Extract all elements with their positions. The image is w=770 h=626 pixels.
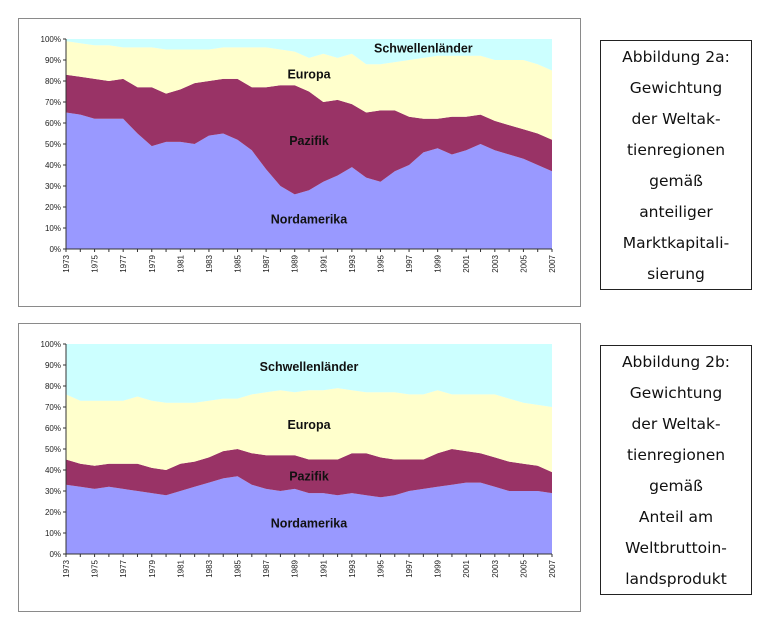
x-tick-label: 1981: [176, 559, 185, 577]
caption-b-line: Gewichtung: [629, 383, 723, 402]
x-tick-label: 1989: [291, 559, 300, 577]
caption-b-line: gemäß: [649, 476, 703, 495]
x-tick-label: 1983: [205, 559, 214, 577]
x-tick-label: 1999: [434, 559, 443, 577]
x-tick-label: 1997: [405, 254, 414, 272]
x-tick-label: 1989: [291, 254, 300, 272]
x-tick-label: 1977: [119, 559, 128, 577]
y-tick-label: 80%: [45, 382, 61, 391]
caption-a-line: tienregionen: [626, 140, 726, 159]
y-tick-label: 50%: [45, 445, 61, 454]
x-tick-label: 1999: [434, 254, 443, 272]
y-tick-label: 100%: [41, 35, 61, 44]
caption-b-line: Weltbruttoin-: [625, 538, 727, 557]
y-tick-label: 90%: [45, 361, 61, 370]
y-tick-label: 70%: [45, 403, 61, 412]
x-tick-label: 1993: [348, 559, 357, 577]
x-tick-label: 1987: [262, 559, 271, 577]
x-tick-label: 2007: [548, 254, 557, 272]
caption-a-line: Gewichtung: [629, 78, 723, 97]
y-tick-label: 20%: [45, 203, 61, 212]
y-tick-label: 30%: [45, 182, 61, 191]
x-tick-label: 2007: [548, 559, 557, 577]
region-label-europa: Europa: [287, 68, 331, 82]
area-nordamerika: [66, 476, 552, 554]
x-tick-label: 1979: [148, 254, 157, 272]
y-tick-label: 60%: [45, 119, 61, 128]
y-tick-label: 100%: [41, 340, 61, 349]
caption-a-line: der Weltak-: [631, 109, 721, 128]
y-tick-label: 80%: [45, 77, 61, 86]
region-label-schwellenlaender: Schwellenländer: [260, 360, 359, 374]
y-tick-label: 20%: [45, 508, 61, 517]
x-tick-label: 1991: [319, 559, 328, 577]
y-tick-label: 0%: [49, 550, 61, 559]
x-tick-label: 1983: [205, 254, 214, 272]
region-label-schwellenlaender: Schwellenländer: [374, 41, 473, 55]
region-label-pazifik: Pazifik: [289, 134, 329, 148]
x-tick-label: 1993: [348, 254, 357, 272]
y-tick-label: 40%: [45, 466, 61, 475]
region-label-nordamerika: Nordamerika: [271, 517, 348, 531]
y-tick-label: 70%: [45, 98, 61, 107]
region-label-pazifik: Pazifik: [289, 469, 329, 483]
caption-a-line: sierung: [647, 264, 705, 283]
y-tick-label: 40%: [45, 161, 61, 170]
x-tick-label: 1995: [377, 254, 386, 272]
caption-box-a: Abbildung 2a: Gewichtung der Weltak- tie…: [600, 40, 752, 290]
x-tick-label: 1987: [262, 254, 271, 272]
chart-b: 0% 10% 20% 30% 40% 50% 60% 70% 80% 90% 100% 1973 197…: [41, 340, 557, 578]
chart-frame-b: 0% 10% 20% 30% 40% 50% 60% 70% 80% 90% 100% 1973 197…: [18, 323, 581, 612]
area-pazifik: [66, 449, 552, 498]
y-tick-label: 90%: [45, 56, 61, 65]
x-tick-label: 1977: [119, 254, 128, 272]
chart-frame-a: 0% 10% 20% 30% 40% 50% 60% 70% 80% 90% 100% 1973 197…: [18, 18, 581, 307]
region-label-nordamerika: Nordamerika: [271, 213, 348, 227]
x-tick-label: 2001: [462, 254, 471, 272]
area-pazifik: [66, 74, 552, 195]
x-tick-label: 1985: [234, 254, 243, 272]
area-schwellenlaender: [66, 344, 552, 407]
y-tick-label: 10%: [45, 224, 61, 233]
x-tick-label: 2003: [491, 559, 500, 577]
caption-box-b: Abbildung 2b: Gewichtung der Weltak- tie…: [600, 345, 752, 595]
caption-b-line: der Weltak-: [631, 414, 721, 433]
caption-a-line: Abbildung 2a:: [622, 47, 730, 66]
x-tick-label: 1997: [405, 559, 414, 577]
x-tick-label: 1991: [319, 254, 328, 272]
area-europa: [66, 41, 552, 140]
x-tick-label: 2003: [491, 254, 500, 272]
caption-b-line: Abbildung 2b:: [621, 352, 731, 371]
x-tick-label: 1979: [148, 559, 157, 577]
caption-b-line: landsprodukt: [625, 569, 727, 588]
area-schwellenlaender: [66, 39, 552, 71]
y-tick-label: 0%: [49, 245, 61, 254]
x-tick-label: 2005: [519, 254, 528, 272]
area-europa: [66, 388, 552, 473]
x-tick-label: 1975: [91, 254, 100, 272]
y-tick-label: 60%: [45, 424, 61, 433]
y-tick-label: 50%: [45, 140, 61, 149]
caption-a-line: Marktkapitali-: [622, 233, 730, 252]
region-label-europa: Europa: [287, 418, 331, 432]
caption-b-line: tienregionen: [626, 445, 726, 464]
y-tick-label: 30%: [45, 487, 61, 496]
x-tick-label: 1985: [234, 559, 243, 577]
chart-a: 0% 10% 20% 30% 40% 50% 60% 70% 80% 90% 100% 1973 197…: [41, 35, 557, 273]
x-tick-label: 1973: [62, 559, 71, 577]
x-tick-label: 1995: [377, 559, 386, 577]
x-tick-label: 1981: [176, 254, 185, 272]
caption-a-line: anteiliger: [639, 202, 713, 221]
caption-b-line: Anteil am: [638, 507, 714, 526]
x-tick-label: 1973: [62, 254, 71, 272]
x-tick-label: 2001: [462, 559, 471, 577]
x-tick-label: 1975: [91, 559, 100, 577]
caption-a-line: gemäß: [649, 171, 703, 190]
y-tick-label: 10%: [45, 529, 61, 538]
area-nordamerika: [66, 112, 552, 249]
x-tick-label: 2005: [519, 559, 528, 577]
